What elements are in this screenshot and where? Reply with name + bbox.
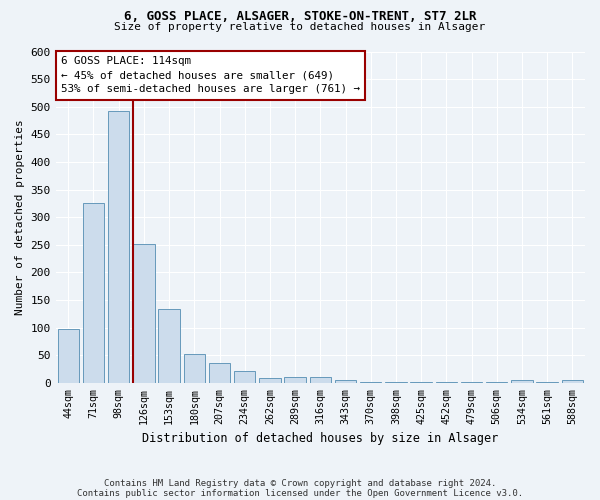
Bar	[410, 382, 432, 383]
Bar	[360, 382, 382, 383]
Bar	[108, 110, 130, 383]
Bar	[234, 370, 256, 383]
Bar	[158, 310, 180, 383]
Y-axis label: Number of detached properties: Number of detached properties	[15, 120, 25, 315]
Bar	[184, 354, 205, 383]
Bar	[284, 378, 306, 383]
Bar	[536, 382, 558, 383]
Text: Contains HM Land Registry data © Crown copyright and database right 2024.: Contains HM Land Registry data © Crown c…	[104, 478, 496, 488]
X-axis label: Distribution of detached houses by size in Alsager: Distribution of detached houses by size …	[142, 432, 499, 445]
Bar	[461, 382, 482, 383]
Bar	[486, 382, 508, 383]
Text: Size of property relative to detached houses in Alsager: Size of property relative to detached ho…	[115, 22, 485, 32]
Bar	[259, 378, 281, 383]
Text: Contains public sector information licensed under the Open Government Licence v3: Contains public sector information licen…	[77, 488, 523, 498]
Bar	[209, 363, 230, 383]
Bar	[58, 328, 79, 383]
Bar	[436, 382, 457, 383]
Bar	[385, 382, 407, 383]
Bar	[133, 244, 155, 383]
Bar	[511, 380, 533, 383]
Bar	[335, 380, 356, 383]
Bar	[310, 378, 331, 383]
Text: 6 GOSS PLACE: 114sqm
← 45% of detached houses are smaller (649)
53% of semi-deta: 6 GOSS PLACE: 114sqm ← 45% of detached h…	[61, 56, 360, 94]
Bar	[83, 204, 104, 383]
Bar	[562, 380, 583, 383]
Text: 6, GOSS PLACE, ALSAGER, STOKE-ON-TRENT, ST7 2LR: 6, GOSS PLACE, ALSAGER, STOKE-ON-TRENT, …	[124, 10, 476, 23]
